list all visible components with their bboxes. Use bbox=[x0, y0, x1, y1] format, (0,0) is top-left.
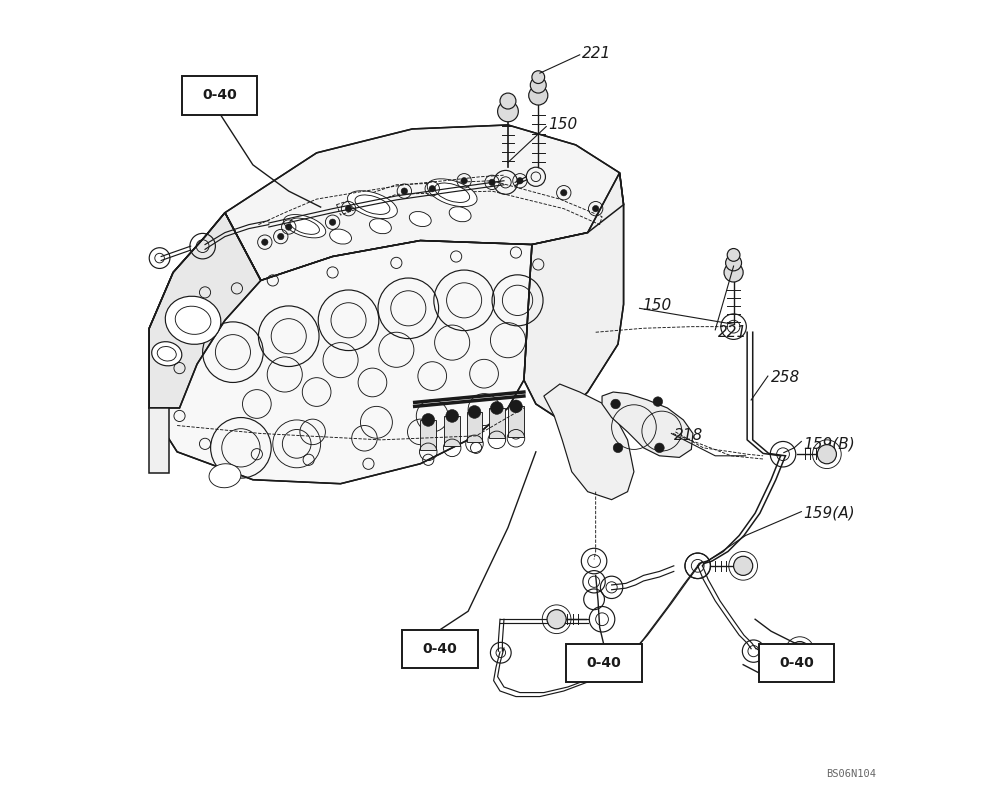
Circle shape bbox=[401, 188, 408, 194]
Ellipse shape bbox=[449, 206, 471, 222]
Circle shape bbox=[817, 445, 836, 464]
Circle shape bbox=[726, 255, 742, 271]
Ellipse shape bbox=[409, 211, 431, 226]
Circle shape bbox=[724, 263, 743, 282]
Bar bbox=[182, 75, 257, 115]
Circle shape bbox=[498, 101, 518, 122]
Circle shape bbox=[329, 219, 336, 226]
Bar bbox=[489, 408, 505, 438]
Text: 0-40: 0-40 bbox=[779, 656, 814, 670]
Circle shape bbox=[422, 414, 435, 426]
Text: 0-40: 0-40 bbox=[423, 642, 458, 656]
Bar bbox=[402, 630, 478, 668]
Ellipse shape bbox=[152, 342, 182, 366]
Text: 0-40: 0-40 bbox=[586, 656, 621, 670]
Circle shape bbox=[489, 179, 495, 186]
Text: 258: 258 bbox=[771, 370, 800, 385]
Circle shape bbox=[561, 190, 567, 196]
Polygon shape bbox=[149, 213, 532, 484]
Circle shape bbox=[446, 410, 459, 422]
Polygon shape bbox=[524, 173, 624, 416]
Text: 221: 221 bbox=[718, 325, 747, 340]
Ellipse shape bbox=[209, 464, 241, 488]
Circle shape bbox=[592, 206, 599, 212]
Circle shape bbox=[468, 406, 481, 418]
Bar bbox=[759, 644, 834, 682]
Ellipse shape bbox=[427, 179, 477, 206]
Ellipse shape bbox=[284, 214, 326, 238]
Text: 159(B): 159(B) bbox=[803, 436, 855, 451]
Bar bbox=[467, 412, 482, 442]
Circle shape bbox=[532, 70, 545, 83]
Circle shape bbox=[653, 397, 663, 406]
Circle shape bbox=[286, 224, 292, 230]
Circle shape bbox=[529, 86, 548, 105]
Bar bbox=[508, 406, 524, 437]
Bar bbox=[444, 416, 460, 446]
Circle shape bbox=[461, 178, 467, 184]
Circle shape bbox=[510, 400, 522, 413]
Text: 218: 218 bbox=[674, 428, 703, 443]
Ellipse shape bbox=[348, 190, 397, 218]
Circle shape bbox=[517, 178, 523, 184]
Circle shape bbox=[727, 249, 740, 262]
Circle shape bbox=[613, 443, 623, 453]
Bar bbox=[420, 420, 436, 450]
Ellipse shape bbox=[330, 229, 351, 244]
Text: 150: 150 bbox=[549, 118, 578, 133]
Circle shape bbox=[490, 402, 503, 414]
Text: 150: 150 bbox=[642, 298, 671, 314]
Circle shape bbox=[262, 239, 268, 246]
Circle shape bbox=[611, 399, 620, 409]
Circle shape bbox=[429, 186, 435, 192]
Polygon shape bbox=[544, 384, 634, 500]
Circle shape bbox=[345, 206, 352, 212]
Circle shape bbox=[530, 77, 546, 93]
Text: 0-40: 0-40 bbox=[202, 89, 237, 102]
Circle shape bbox=[278, 234, 284, 240]
Polygon shape bbox=[149, 408, 169, 474]
Circle shape bbox=[500, 93, 516, 109]
Ellipse shape bbox=[369, 218, 391, 234]
Text: BS06N104: BS06N104 bbox=[826, 769, 876, 778]
Circle shape bbox=[655, 443, 664, 453]
Circle shape bbox=[547, 610, 566, 629]
Polygon shape bbox=[602, 392, 693, 458]
Bar bbox=[566, 644, 642, 682]
Polygon shape bbox=[149, 213, 261, 408]
Text: 159(A): 159(A) bbox=[803, 506, 855, 521]
Polygon shape bbox=[225, 125, 624, 281]
Circle shape bbox=[734, 556, 753, 575]
Text: 221: 221 bbox=[582, 46, 611, 61]
Ellipse shape bbox=[165, 296, 221, 344]
Circle shape bbox=[790, 642, 809, 661]
